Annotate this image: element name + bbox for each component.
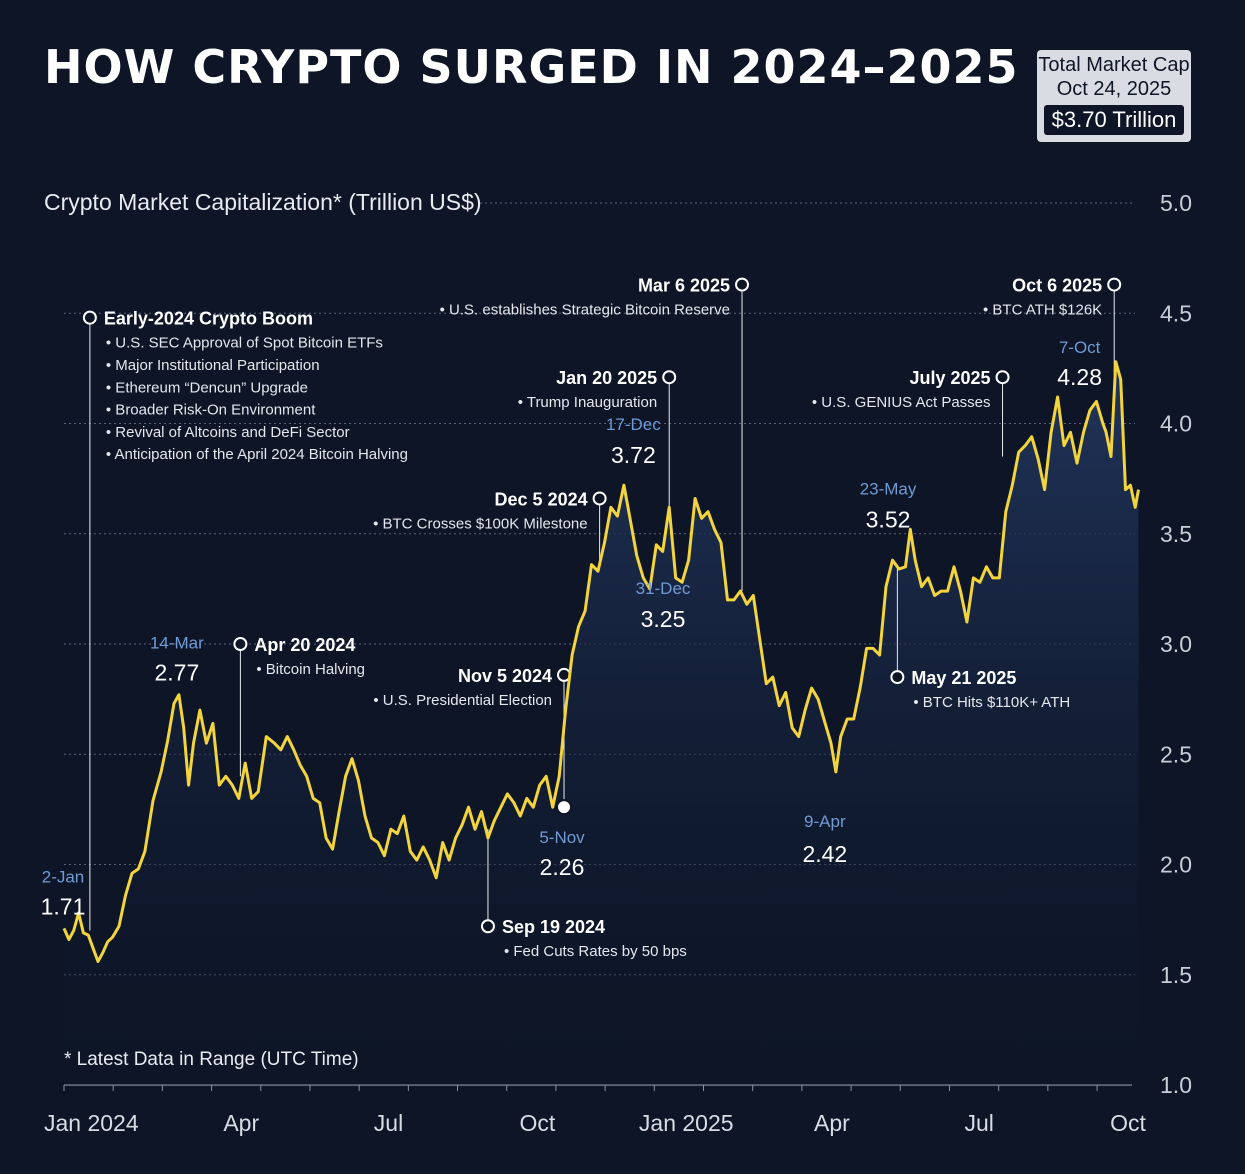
y-tick-label: 1.0 xyxy=(1160,1072,1192,1098)
event-bullet: • U.S. establishes Strategic Bitcoin Res… xyxy=(440,302,730,319)
event-bullet: • Fed Cuts Rates by 50 bps xyxy=(504,943,687,960)
y-tick-label: 5.0 xyxy=(1160,190,1192,216)
peak-value: 2.42 xyxy=(802,841,847,867)
event-bullet: • Ethereum “Dencun” Upgrade xyxy=(106,379,308,396)
event-title: Mar 6 2025 xyxy=(638,276,730,296)
peak-label: 5-Nov 2.26 xyxy=(539,828,585,880)
peak-label: 14-Mar 2.77 xyxy=(150,634,204,686)
event-bullet: • Bitcoin Halving xyxy=(256,661,365,678)
event-marker xyxy=(1107,277,1122,292)
event-annotation: Dec 5 2024 • BTC Crosses $100K Milestone xyxy=(373,489,607,567)
election-point-marker xyxy=(556,799,573,816)
event-marker xyxy=(233,637,248,651)
event-annotation: Sep 19 2024 • Fed Cuts Rates by 50 bps xyxy=(480,829,687,960)
market-cap-value: $3.70 Trillion xyxy=(1043,105,1185,135)
y-tick-label: 4.5 xyxy=(1160,300,1192,326)
event-title: Oct 6 2025 xyxy=(1012,276,1102,296)
peak-label: 31-Dec 3.25 xyxy=(636,579,691,632)
x-tick-label: Apr xyxy=(223,1110,259,1136)
event-annotation: July 2025 • U.S. GENIUS Act Passes xyxy=(812,368,1010,457)
peak-label: 2-Jan 1.71 xyxy=(41,867,86,919)
labels-layer: 5.0 4.5 4.0 3.5 3.0 2.5 2.0 1.5 1.0 Crypto Market… xyxy=(41,189,1192,1136)
y-tick-label: 1.5 xyxy=(1160,962,1192,988)
event-title: May 21 2025 xyxy=(911,668,1016,688)
total-market-cap-box: Total Market Cap Oct 24, 2025 $3.70 Tril… xyxy=(1037,50,1191,142)
y-axis-title: Crypto Market Capitalization* (Trillion … xyxy=(44,189,482,215)
peak-date: 9-Apr xyxy=(804,812,846,831)
peak-value: 4.28 xyxy=(1057,364,1102,390)
peak-date: 31-Dec xyxy=(636,579,691,598)
event-bullet: • Trump Inauguration xyxy=(518,394,658,411)
series-area-fill xyxy=(64,361,1139,1085)
event-title: Sep 19 2024 xyxy=(502,917,605,937)
event-title: Dec 5 2024 xyxy=(495,489,588,509)
event-annotation: May 21 2025 • BTC Hits $110K+ ATH xyxy=(890,566,1070,711)
market-cap-date: Oct 24, 2025 xyxy=(1056,78,1172,100)
x-tick-label: Jul xyxy=(964,1110,993,1136)
event-title: Nov 5 2024 xyxy=(458,666,552,686)
event-title: July 2025 xyxy=(909,368,990,388)
event-marker xyxy=(735,277,750,292)
peak-date: 5-Nov xyxy=(539,828,585,847)
y-tick-label: 3.5 xyxy=(1160,521,1192,547)
event-marker xyxy=(995,370,1010,385)
peak-label: 9-Apr 2.42 xyxy=(802,812,847,867)
event-bullet: • Anticipation of the April 2024 Bitcoin… xyxy=(106,446,408,463)
peak-date: 23-May xyxy=(860,479,917,498)
event-bullet: • Broader Risk-On Environment xyxy=(106,402,316,419)
peak-value: 2.77 xyxy=(155,660,200,686)
event-title: Early-2024 Crypto Boom xyxy=(104,309,313,329)
peak-value: 3.52 xyxy=(866,506,911,532)
event-marker xyxy=(890,670,905,685)
peak-label: 7-Oct 4.28 xyxy=(1057,338,1102,390)
series-line xyxy=(62,360,1140,963)
peak-date: 14-Mar xyxy=(150,634,204,653)
x-tick-label: Jan 2025 xyxy=(639,1110,734,1136)
series-layer xyxy=(62,360,1140,963)
y-tick-label: 4.0 xyxy=(1160,411,1192,437)
event-annotation: Jan 20 2025 • Trump Inauguration xyxy=(518,368,677,508)
event-title: Jan 20 2025 xyxy=(556,368,657,388)
peak-value: 2.26 xyxy=(540,854,585,880)
event-annotation: Oct 6 2025 • BTC ATH $126K xyxy=(983,276,1122,375)
x-tick-label: Jan 2024 xyxy=(44,1110,139,1136)
event-title: Apr 20 2024 xyxy=(254,635,355,655)
area-layer xyxy=(64,361,1139,1085)
annotations-layer: Early-2024 Crypto Boom • U.S. SEC Approva… xyxy=(82,276,1122,960)
event-bullet: • BTC Crosses $100K Milestone xyxy=(373,515,588,532)
market-cap-label: Total Market Cap xyxy=(1038,54,1190,76)
peak-date: 7-Oct xyxy=(1059,338,1101,357)
event-annotation: Apr 20 2024 • Bitcoin Halving xyxy=(233,635,365,777)
footnote: * Latest Data in Range (UTC Time) xyxy=(64,1049,359,1070)
event-bullet: • U.S. SEC Approval of Spot Bitcoin ETFs xyxy=(106,335,383,352)
x-tick-label: Oct xyxy=(519,1110,555,1136)
event-annotation: Early-2024 Crypto Boom • U.S. SEC Approva… xyxy=(82,309,408,931)
peak-date: 17-Dec xyxy=(606,415,661,434)
peak-label: 23-May 3.52 xyxy=(860,479,917,532)
event-bullet: • BTC Hits $110K+ ATH xyxy=(913,694,1070,711)
peak-value: 1.71 xyxy=(41,893,86,919)
event-bullet: • Major Institutional Participation xyxy=(106,357,320,374)
event-bullet: • Revival of Altcoins and DeFi Sector xyxy=(106,424,350,441)
x-tick-label: Apr xyxy=(814,1110,850,1136)
peak-label: 17-Dec 3.72 xyxy=(606,415,661,468)
event-bullet: • U.S. GENIUS Act Passes xyxy=(812,394,991,411)
y-tick-label: 2.0 xyxy=(1160,852,1192,878)
y-tick-label: 3.0 xyxy=(1160,631,1192,657)
peak-value: 3.72 xyxy=(611,442,656,468)
y-tick-label: 2.5 xyxy=(1160,741,1192,767)
event-marker xyxy=(662,370,677,385)
peak-date: 2-Jan xyxy=(42,867,85,886)
x-tick-label: Jul xyxy=(374,1110,403,1136)
chart-title: HOW CRYPTO SURGED IN 2024–2025 xyxy=(44,40,1019,94)
peak-value: 3.25 xyxy=(641,606,686,632)
event-annotation: Mar 6 2025 • U.S. establishes Strategic B… xyxy=(440,276,750,592)
event-marker xyxy=(82,310,97,325)
event-bullet: • BTC ATH $126K xyxy=(983,302,1102,319)
x-tick-label: Oct xyxy=(1110,1110,1146,1136)
event-marker xyxy=(592,491,607,506)
event-marker xyxy=(480,919,495,934)
event-bullet: • U.S. Presidential Election xyxy=(373,692,552,709)
